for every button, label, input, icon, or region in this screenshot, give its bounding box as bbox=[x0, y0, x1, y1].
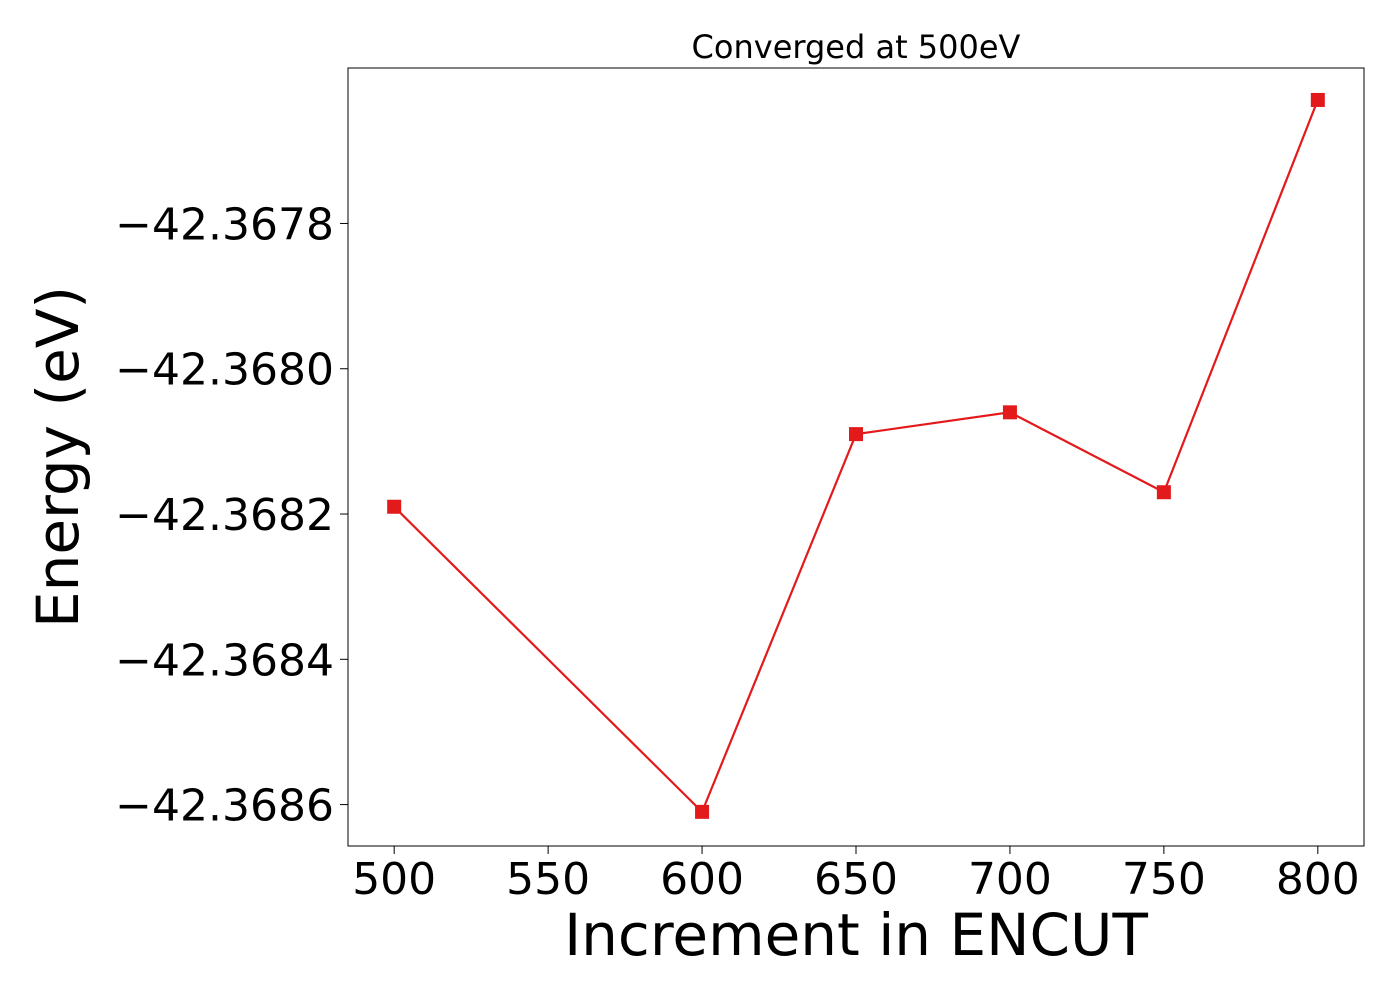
x-tick-label: 550 bbox=[506, 854, 590, 905]
x-tick-label: 750 bbox=[1122, 854, 1206, 905]
x-tick-label: 700 bbox=[968, 854, 1052, 905]
y-tick-label: −42.3686 bbox=[115, 781, 334, 832]
y-tick-label: −42.3682 bbox=[115, 490, 334, 541]
series-line bbox=[393, 99, 1319, 814]
plot-area: 500 550 600 650 700 750 800 −42.3678 −42.3680 −42… bbox=[115, 67, 1365, 905]
y-tick-label: −42.3678 bbox=[115, 199, 334, 250]
y-tick-label: −42.3684 bbox=[115, 635, 334, 686]
data-point-marker bbox=[387, 499, 402, 514]
data-point-marker bbox=[695, 804, 710, 819]
chart-title: Converged at 500eV bbox=[692, 28, 1021, 66]
x-tick-label: 500 bbox=[352, 854, 436, 905]
y-axis-label: Energy (eV) bbox=[24, 286, 92, 628]
x-tick-label: 650 bbox=[814, 854, 898, 905]
x-tick-label: 800 bbox=[1276, 854, 1360, 905]
x-axis-label: Increment in ENCUT bbox=[564, 901, 1148, 969]
data-point-marker bbox=[1156, 485, 1171, 500]
y-tick-label: −42.3680 bbox=[115, 345, 334, 396]
data-point-marker bbox=[1310, 92, 1325, 107]
x-tick-label: 600 bbox=[660, 854, 744, 905]
data-point-marker bbox=[849, 427, 863, 442]
data-point-marker bbox=[1002, 405, 1017, 420]
